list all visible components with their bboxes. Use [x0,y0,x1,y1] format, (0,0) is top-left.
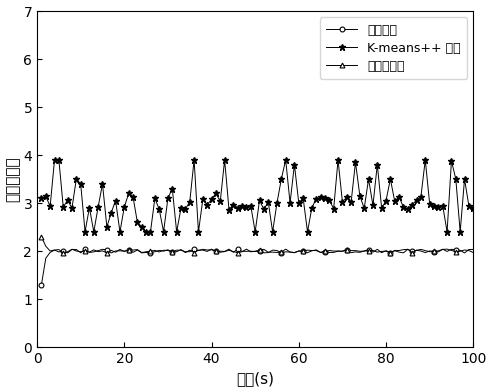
Y-axis label: 目标数估计: 目标数估计 [5,156,21,202]
K-means++ 划分 [270,229,276,234]
K-means++ 划分 [38,196,44,201]
距离划分 [470,247,476,252]
本发明方法 [104,250,110,255]
K-means++ 划分 [457,229,463,234]
K-means++ 划分 [52,158,58,162]
本发明方法 [265,250,271,255]
本发明方法 [38,234,44,239]
K-means++ 划分 [470,205,476,210]
Legend: 距离划分, K-means++ 划分, 本发明方法: 距离划分, K-means++ 划分, 本发明方法 [320,17,467,79]
距离划分 [139,250,145,255]
距离划分 [300,249,306,254]
K-means++ 划分 [305,229,310,234]
K-means++ 划分 [130,195,136,200]
K-means++ 划分 [148,229,154,234]
本发明方法 [143,249,149,254]
距离划分 [38,282,44,287]
K-means++ 划分 [82,229,88,234]
X-axis label: 时间(s): 时间(s) [236,372,274,387]
距离划分 [440,247,446,252]
本发明方法 [470,250,476,255]
距离划分 [265,250,271,255]
距离划分 [226,247,232,252]
Line: 距离划分: 距离划分 [39,247,476,287]
Line: K-means++ 划分: K-means++ 划分 [38,157,476,235]
K-means++ 划分 [444,229,450,234]
距离划分 [122,249,127,254]
本发明方法 [126,248,132,252]
距离划分 [453,247,459,252]
本发明方法 [453,249,459,254]
Line: 本发明方法: 本发明方法 [39,234,476,255]
本发明方法 [300,249,306,254]
本发明方法 [440,247,446,252]
